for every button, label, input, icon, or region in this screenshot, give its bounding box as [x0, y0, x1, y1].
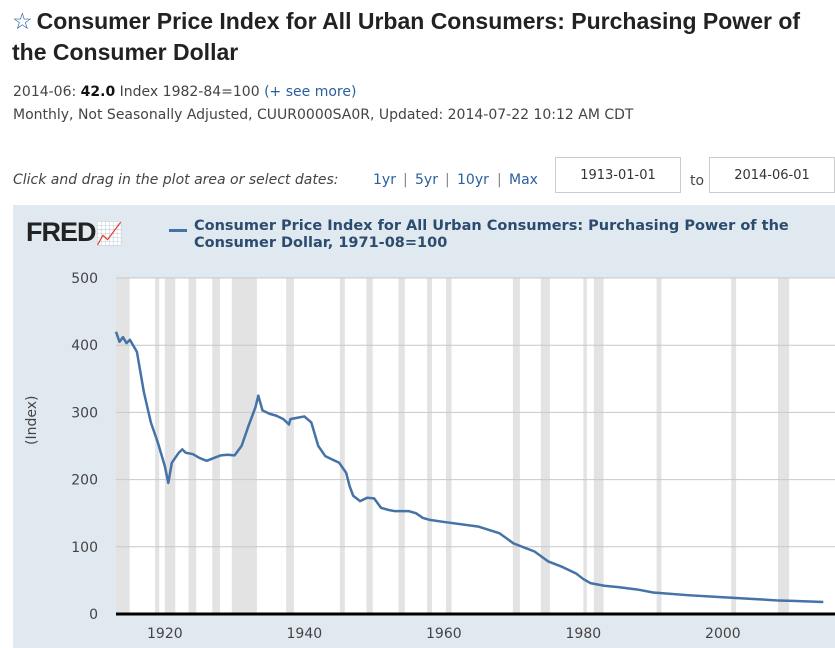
x-tick-label: 2000	[705, 626, 741, 642]
y-tick-label: 500	[71, 271, 98, 287]
page-title: ☆ Consumer Price Index for All Urban Cons…	[12, 6, 830, 68]
recession-band	[540, 278, 550, 614]
x-tick-label: 1960	[426, 626, 462, 642]
series-line	[114, 331, 824, 604]
range-1yr-link[interactable]: 1yr	[373, 172, 396, 188]
fred-logo: FRED📈	[26, 217, 123, 248]
series-details: Monthly, Not Seasonally Adjusted, CUUR00…	[13, 107, 634, 123]
recession-band	[445, 278, 452, 614]
recession-band	[164, 278, 176, 614]
legend-swatch	[169, 229, 187, 232]
separator: |	[445, 172, 450, 188]
recession-band	[188, 278, 197, 614]
range-5yr-link[interactable]: 5yr	[415, 172, 438, 188]
y-tick-label: 400	[71, 338, 98, 354]
y-tick-label: 200	[71, 473, 98, 489]
chart-logo-icon: 📈	[95, 221, 123, 246]
range-10yr-link[interactable]: 10yr	[457, 172, 489, 188]
recession-band	[731, 278, 737, 614]
recession-band	[427, 278, 432, 614]
plot-background	[116, 278, 835, 614]
y-tick-label: 100	[71, 540, 98, 556]
logo-text: FRED	[26, 217, 96, 247]
recession-band	[155, 278, 160, 614]
recession-band	[116, 278, 130, 614]
x-tick-label: 1980	[566, 626, 602, 642]
range-max-link[interactable]: Max	[509, 172, 538, 188]
to-label: to	[690, 173, 705, 189]
legend-label: Consumer Price Index for All Urban Consu…	[194, 218, 789, 251]
start-date-input[interactable]: 1913-01-01	[555, 157, 681, 193]
x-tick-label: 1940	[287, 626, 323, 642]
latest-date: 2014-06:	[13, 84, 77, 100]
latest-units: Index 1982-84=100	[119, 84, 260, 100]
separator: |	[403, 172, 408, 188]
star-outline-icon[interactable]: ☆	[12, 8, 33, 34]
recession-band	[339, 278, 345, 614]
recession-band	[366, 278, 373, 614]
select-prompt: Click and drag in the plot area or selec…	[13, 172, 339, 188]
x-tick-label: 1920	[147, 626, 183, 642]
see-more-link[interactable]: (+ see more)	[264, 84, 357, 100]
recession-band	[212, 278, 220, 614]
y-tick-label: 300	[71, 405, 98, 421]
latest-value: 42.0	[80, 84, 116, 100]
title-text: Consumer Price Index for All Urban Consu…	[12, 8, 801, 65]
recession-band	[398, 278, 405, 614]
recession-band	[593, 278, 604, 614]
recession-band	[231, 278, 257, 614]
latest-observation: 2014-06: 42.0 Index 1982-84=100 (+ see m…	[13, 84, 356, 100]
recession-band	[777, 278, 790, 614]
recession-band	[583, 278, 587, 614]
separator: |	[497, 172, 502, 188]
recession-band	[656, 278, 662, 614]
recession-band	[286, 278, 294, 614]
recession-band	[512, 278, 520, 614]
y-tick-label: 0	[89, 607, 98, 623]
